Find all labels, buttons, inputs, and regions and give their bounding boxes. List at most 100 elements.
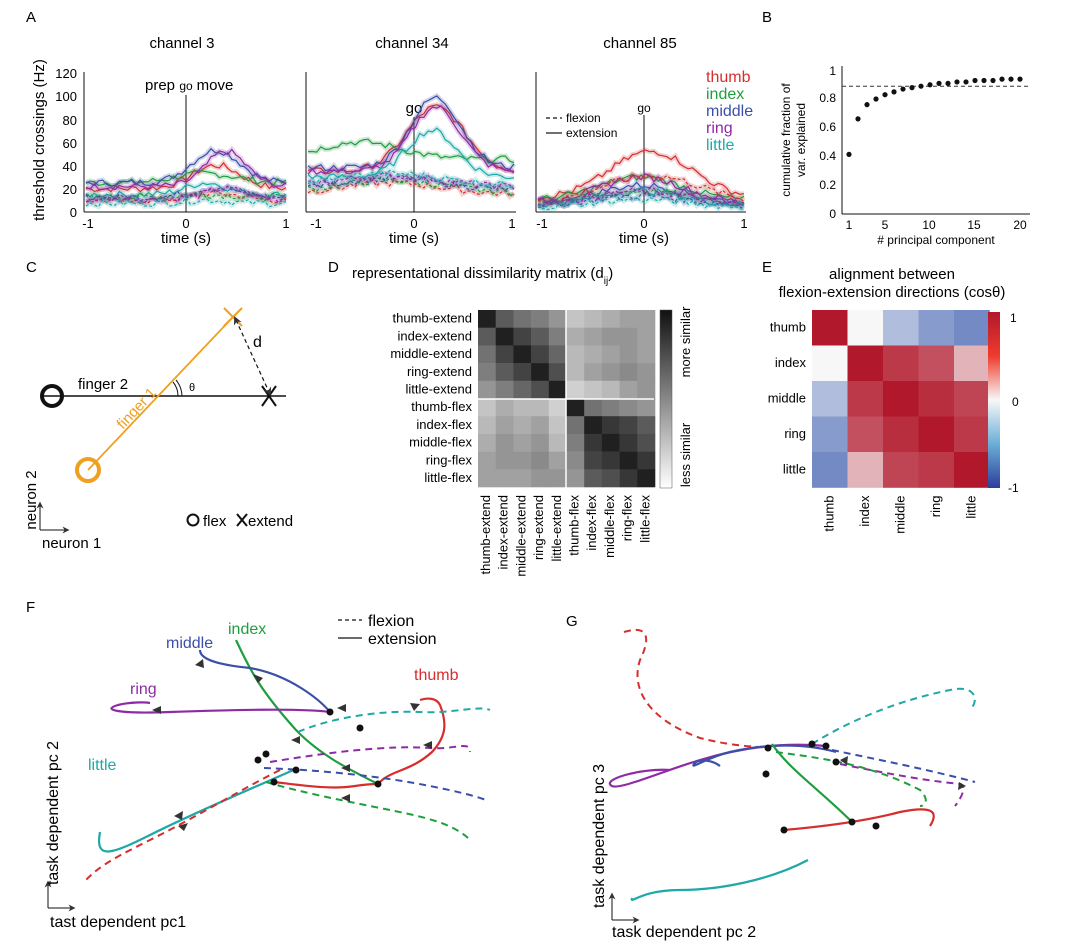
- legend-extend-label: extend: [248, 513, 293, 530]
- rdm-cell: [513, 416, 532, 435]
- heatmap-cell: [812, 381, 848, 417]
- rdm-cell: [619, 345, 638, 364]
- ytick: 0.6: [819, 120, 836, 134]
- distance-arrow: [233, 316, 272, 396]
- trace-middle-flexion: [85, 185, 287, 202]
- scatter-point: [855, 116, 861, 122]
- rdm-cell: [478, 469, 496, 488]
- direction-arrow: [341, 794, 350, 802]
- trajectory-thumb-extension: [783, 808, 935, 832]
- legend-flex-icon: [186, 513, 200, 527]
- heatmap-cell: [918, 345, 955, 382]
- heatmap-col-label: middle: [892, 496, 907, 534]
- rdm-cell: [637, 416, 656, 435]
- heatmap-cell: [883, 452, 919, 488]
- rdm-cell: [478, 380, 496, 399]
- xlabel: time (s): [161, 230, 211, 247]
- xtick: 10: [922, 218, 936, 232]
- heatmap-row-label: thumb: [770, 319, 806, 334]
- trajectory-middle-flexion: [831, 749, 976, 783]
- label-ring: ring: [130, 681, 157, 698]
- trace-little-extension: [307, 127, 515, 181]
- trace-middle-extension: [307, 95, 515, 172]
- xtick: 1: [282, 216, 289, 231]
- panel-letter-e: E: [762, 259, 772, 276]
- rdm-col-label: index-extend: [496, 495, 511, 569]
- heatmap-cell: [847, 416, 884, 453]
- rdm-cell: [513, 380, 532, 399]
- rdm-col-label: little-extend: [549, 495, 564, 561]
- heatmap-cell: [812, 345, 848, 382]
- trajectory-thumb-extension: [377, 697, 446, 785]
- scatter-point: [891, 89, 897, 95]
- rdm-cell: [584, 363, 603, 382]
- rdm-cell: [566, 345, 585, 364]
- start-dot: [848, 818, 856, 826]
- rdm-cell: [584, 469, 603, 488]
- rdm-col-label: ring-flex: [620, 495, 635, 542]
- alignment-heatmap-labels: thumb thumb index index middle middle ring ring…: [768, 319, 979, 533]
- rdm-cell: [478, 416, 496, 435]
- rdm-cell: [478, 345, 496, 364]
- scatter-point: [1008, 76, 1014, 82]
- rdm-col-label: little-flex: [637, 495, 652, 543]
- trace-ring-extension: [85, 148, 287, 191]
- pc1-axis-label: tast dependent pc1: [50, 914, 186, 931]
- rdm-cell: [495, 310, 514, 328]
- heatmap-row-label: ring: [784, 426, 806, 441]
- rdm-cell: [548, 398, 567, 417]
- rdm-cell: [619, 398, 638, 417]
- scatter-point: [963, 79, 969, 85]
- trajectory-thumb-flexion: [85, 769, 281, 881]
- finger-1-axis-line: [87, 316, 234, 471]
- rdm-row-label: little-flex: [424, 470, 472, 485]
- rdm-cell: [601, 380, 620, 399]
- ytick: 0: [829, 207, 836, 221]
- rdm-cell: [584, 451, 603, 470]
- panel-letter-b: B: [762, 9, 772, 26]
- scatter-point: [999, 76, 1005, 82]
- rdm-cell: [531, 345, 550, 364]
- xlabel: # principal component: [877, 233, 995, 247]
- legend-ring: ring: [706, 120, 733, 137]
- ytick: 0: [70, 205, 77, 220]
- heatmap-col-label: index: [857, 495, 872, 527]
- rdm-cell: [584, 380, 603, 399]
- panel-g: task dependent pc 3 task dependent pc 2: [591, 629, 976, 941]
- rdm-cell: [513, 433, 532, 452]
- rdm-cell: [566, 327, 585, 346]
- trajectory-thumb-flexion: [623, 629, 769, 749]
- heatmap-cell: [954, 416, 990, 453]
- panel-a-subplot-channel-34: channel 34 -1 0 1 time (s) go: [305, 35, 516, 247]
- rdm-cell: [619, 363, 638, 382]
- trace-ring-flexion: [307, 172, 515, 191]
- go-label: go: [179, 79, 193, 93]
- xtick: 15: [967, 218, 981, 232]
- ytick: 1: [829, 64, 836, 78]
- direction-arrow: [152, 706, 161, 714]
- trace-index-flexion: [537, 187, 745, 207]
- trajectory-little-extension: [98, 766, 299, 853]
- rdm-cell: [566, 310, 585, 328]
- xtick: 1: [508, 216, 515, 231]
- legend-extension: extension: [368, 631, 437, 648]
- legend-middle: middle: [706, 103, 753, 120]
- start-dot: [822, 742, 830, 750]
- rdm-row-label: little-extend: [406, 382, 472, 397]
- rdm-cell: [637, 451, 656, 470]
- direction-arrow: [423, 741, 432, 749]
- rdm-cell: [495, 451, 514, 470]
- panel-a-subplot-channel-3: channel 3 0 20 40 60 80 100 120 -1 0 1 t…: [55, 35, 289, 247]
- xtick: -1: [536, 216, 548, 231]
- heatmap-cell: [918, 416, 955, 453]
- rdm-cell: [513, 310, 532, 328]
- rdm-row-label: middle-flex: [409, 435, 472, 450]
- traces: [306, 92, 516, 201]
- theta-arc-outer: [175, 379, 183, 397]
- theta-arc: [172, 381, 179, 397]
- ytick: 60: [63, 136, 77, 151]
- neuron-2-label: neuron 2: [23, 470, 40, 529]
- start-dot: [262, 750, 270, 758]
- heatmap-col-label: little: [963, 496, 978, 519]
- rdm-cell: [531, 327, 550, 346]
